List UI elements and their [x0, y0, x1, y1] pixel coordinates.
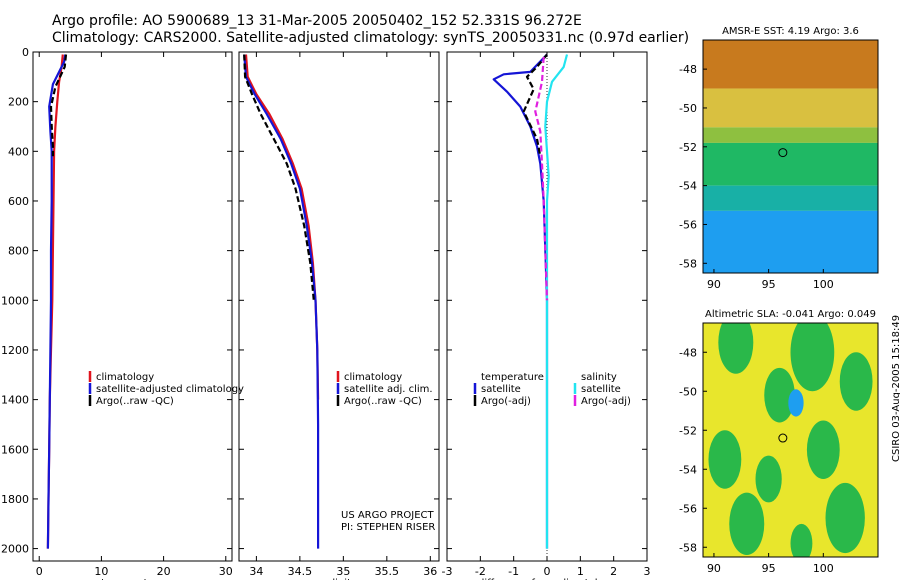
series-line-salinity-argo — [534, 56, 549, 301]
difference-legend-salinity-label: satellite — [581, 384, 621, 395]
x-tick-label: 35.5 — [375, 565, 400, 578]
x-tick-label: 20 — [157, 565, 171, 578]
x-tick-label: 35 — [336, 565, 350, 578]
y-tick-label: 400 — [8, 145, 29, 158]
map-y-tick-label: -52 — [679, 141, 697, 154]
sst-band — [703, 185, 878, 211]
difference-legend-salinity-label: salinity — [581, 372, 617, 383]
series-line-satellite — [46, 54, 67, 549]
project-annotation: US ARGO PROJECT — [341, 510, 435, 521]
sla-anomaly-blob — [708, 430, 742, 489]
map-x-tick-label: 90 — [707, 562, 721, 575]
map-field — [703, 40, 878, 273]
temperature-legend-label: satellite-adjusted climatology — [96, 384, 244, 395]
map-title: AMSR-E SST: 4.19 Argo: 3.6 — [722, 26, 859, 37]
series-line-salinity-satellite — [544, 54, 569, 549]
x-tick-label: -1 — [508, 565, 519, 578]
map-y-tick-label: -58 — [679, 541, 697, 554]
x-tick-label: 0 — [36, 565, 43, 578]
profile-panel-frame — [238, 51, 440, 562]
x-tick-label: 1 — [577, 565, 584, 578]
map-y-tick-label: -54 — [679, 180, 697, 193]
map-y-tick-label: -52 — [679, 424, 697, 437]
x-tick-label: -2 — [475, 565, 486, 578]
x-tick-label: 30 — [219, 565, 233, 578]
salinity-legend-label: climatology — [344, 372, 402, 383]
salinity-legend-label: Argo(..raw -QC) — [344, 396, 422, 407]
sst-band — [703, 142, 878, 186]
sst-band — [703, 88, 878, 128]
x-tick-label: 34 — [249, 565, 263, 578]
map-y-tick-label: -54 — [679, 463, 697, 476]
x-axis-label: temperature — [101, 578, 164, 580]
map-y-tick-label: -50 — [679, 385, 697, 398]
y-tick-label: 200 — [8, 96, 29, 109]
sst-band — [703, 210, 878, 273]
sla-anomaly-blob — [839, 352, 873, 411]
map-y-tick-label: -56 — [679, 502, 697, 515]
map-x-tick-label: 95 — [762, 562, 776, 575]
sla-anomaly-blob — [790, 323, 835, 392]
argo-float-marker — [778, 148, 788, 158]
x-axis-label: difference from climatology — [478, 578, 616, 580]
map-y-tick-label: -48 — [679, 63, 697, 76]
map-y-tick-label: -58 — [679, 257, 697, 270]
y-tick-label: 1000 — [1, 294, 29, 307]
pi-annotation: PI: STEPHEN RISER — [341, 522, 435, 533]
x-tick-label: 36 — [423, 565, 437, 578]
profile-panel-frame — [32, 51, 233, 562]
y-tick-label: 600 — [8, 195, 29, 208]
y-tick-label: 800 — [8, 245, 29, 258]
sla-anomaly-blob — [806, 420, 840, 479]
map-field — [703, 323, 878, 557]
temperature-legend-label: climatology — [96, 372, 154, 383]
x-tick-label: 10 — [94, 565, 108, 578]
map-y-tick-label: -50 — [679, 102, 697, 115]
chart-title-line1: Argo profile: AO 5900689_13 31-Mar-2005 … — [52, 13, 582, 29]
map-x-tick-label: 100 — [813, 278, 834, 291]
sla-anomaly-blob — [764, 367, 795, 423]
temperature-legend-label: Argo(..raw -QC) — [96, 396, 174, 407]
y-tick-label: 2000 — [1, 543, 29, 556]
sla-anomaly-blob — [729, 492, 765, 556]
sla-anomaly-blob — [790, 523, 813, 557]
y-tick-label: 1800 — [1, 493, 29, 506]
sla-anomaly-blob — [788, 389, 804, 417]
map-title: Altimetric SLA: -0.041 Argo: 0.049 — [705, 309, 876, 320]
difference-legend-temperature-label: Argo(-adj) — [481, 396, 531, 407]
map-frame — [702, 322, 879, 558]
argo-float-marker — [778, 433, 788, 443]
x-tick-label: 3 — [644, 565, 651, 578]
map-y-tick-label: -56 — [679, 218, 697, 231]
series-line-satellite — [243, 54, 320, 549]
x-tick-label: 0 — [544, 565, 551, 578]
x-tick-label: 34.5 — [288, 565, 313, 578]
series-line-argo — [49, 54, 68, 157]
map-x-tick-label: 100 — [813, 562, 834, 575]
y-tick-label: 1200 — [1, 344, 29, 357]
y-tick-label: 0 — [22, 46, 29, 59]
y-tick-label: 1400 — [1, 394, 29, 407]
salinity-legend-label: satellite adj. clim. — [344, 384, 433, 395]
difference-legend-salinity-label: Argo(-adj) — [581, 396, 631, 407]
sst-band — [703, 40, 878, 89]
chart-title-line2: Climatology: CARS2000. Satellite-adjuste… — [52, 30, 690, 46]
sla-anomaly-blob — [718, 323, 754, 374]
y-tick-label: 1600 — [1, 443, 29, 456]
difference-legend-temperature-label: temperature — [481, 372, 544, 383]
sla-anomaly-blob — [755, 455, 782, 503]
series-line-argo — [243, 54, 315, 301]
map-x-tick-label: 95 — [762, 278, 776, 291]
map-frame — [702, 39, 879, 274]
sla-anomaly-blob — [825, 482, 865, 554]
difference-legend-temperature-label: satellite — [481, 384, 521, 395]
x-tick-label: -3 — [442, 565, 453, 578]
x-axis-label: salinity — [321, 578, 357, 580]
map-x-tick-label: 90 — [707, 278, 721, 291]
x-tick-label: 2 — [610, 565, 617, 578]
map-y-tick-label: -48 — [679, 346, 697, 359]
sst-band — [703, 127, 878, 143]
